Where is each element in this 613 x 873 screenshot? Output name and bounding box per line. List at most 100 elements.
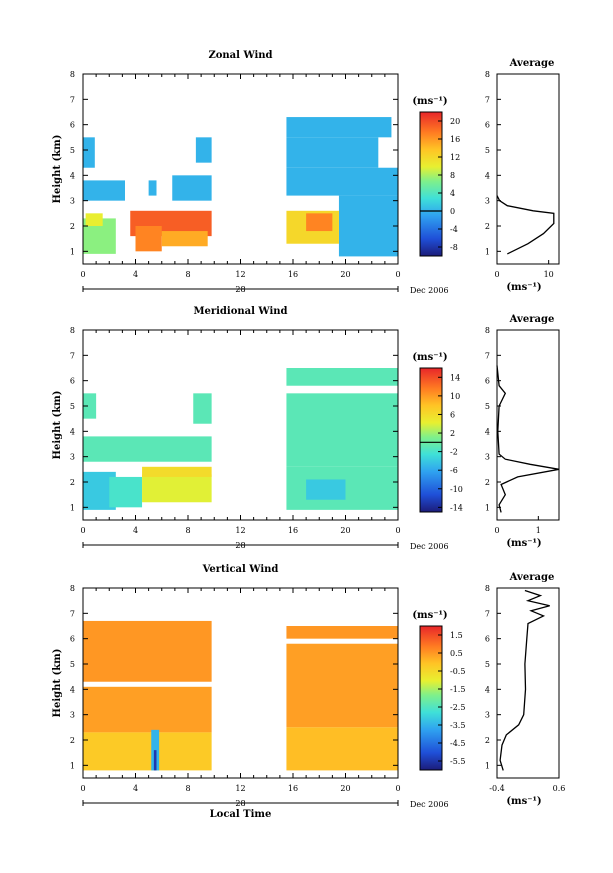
data-cell [83, 732, 212, 771]
data-cell [85, 213, 103, 226]
average-frame [496, 587, 560, 779]
x-tick-label: 20 [340, 784, 350, 793]
x-tick-label: 12 [235, 784, 245, 793]
data-field [83, 620, 398, 771]
data-cell [83, 686, 212, 733]
average-y-tick-label: 1 [485, 503, 490, 512]
colorbar-tick-label: -0.5 [450, 667, 465, 676]
colorbar-tick-label: -6 [450, 466, 458, 475]
average-x-label: (ms⁻¹) [506, 282, 541, 293]
y-tick-label: 1 [70, 761, 75, 770]
x-tick-label: 0 [395, 270, 400, 279]
x-tick-label: 0 [395, 526, 400, 535]
x-tick-label: 12 [235, 526, 245, 535]
average-title: Average [509, 572, 555, 583]
x-tick-label: 16 [288, 526, 298, 535]
date-label: Dec 2006 [410, 286, 449, 295]
y-tick-label: 6 [70, 377, 75, 386]
average-frame [496, 73, 560, 265]
panel-title: Meridional Wind [193, 306, 287, 317]
x-tick-label: 12 [235, 270, 245, 279]
day-label: 28 [235, 541, 245, 550]
y-tick-label: 2 [70, 222, 75, 231]
colorbar-tick-label: -4.5 [450, 739, 465, 748]
y-tick-label: 2 [70, 736, 75, 745]
date-label: Dec 2006 [410, 800, 449, 809]
x-tick-label: 0 [80, 526, 85, 535]
y-tick-label: 8 [70, 584, 75, 593]
y-tick-label: 8 [70, 70, 75, 79]
average-y-tick-label: 8 [485, 584, 490, 593]
colorbar-tick-label: 0.5 [450, 649, 463, 658]
colorbar-tick-label: -10 [450, 485, 463, 494]
data-cell [286, 727, 398, 771]
average-y-tick-label: 6 [485, 121, 490, 130]
y-tick-label: 7 [70, 609, 75, 618]
average-title: Average [509, 314, 555, 325]
y-axis-label: Height (km) [52, 649, 63, 718]
y-tick-label: 1 [70, 247, 75, 256]
x-tick-label: 8 [185, 270, 190, 279]
data-cell [172, 175, 212, 201]
y-axis-label: Height (km) [52, 135, 63, 204]
data-cell [142, 466, 212, 477]
average-y-tick-label: 1 [485, 761, 490, 770]
y-axis-label: Height (km) [52, 391, 63, 460]
average-y-tick-label: 6 [485, 635, 490, 644]
average-title: Average [509, 58, 555, 69]
data-cell [306, 479, 346, 500]
average-x-tick-label: 10 [544, 270, 554, 279]
y-tick-label: 4 [70, 171, 75, 180]
y-tick-label: 7 [70, 351, 75, 360]
colorbar [419, 625, 443, 771]
data-cell [161, 231, 208, 247]
colorbar-tick-label: 4 [450, 189, 455, 198]
data-cell [135, 226, 162, 252]
x-tick-label: 8 [185, 526, 190, 535]
x-axis-label: Local Time [210, 809, 272, 820]
data-cell [286, 117, 392, 138]
data-cell [109, 476, 143, 508]
average-x-tick-label: 0 [494, 526, 499, 535]
colorbar-tick-label: 0 [450, 207, 455, 216]
data-cell [153, 750, 157, 771]
y-tick-label: 6 [70, 635, 75, 644]
data-cell [286, 626, 398, 639]
colorbar-tick-label: 20 [450, 117, 460, 126]
average-y-tick-label: 5 [485, 402, 490, 411]
x-tick-label: 16 [288, 784, 298, 793]
y-tick-label: 3 [70, 711, 75, 720]
colorbar [419, 367, 443, 513]
x-tick-label: 20 [340, 526, 350, 535]
colorbar-tick-label: 10 [450, 392, 460, 401]
colorbar-label: (ms⁻¹) [412, 610, 447, 621]
colorbar-tick-label: 12 [450, 153, 460, 162]
y-tick-label: 2 [70, 478, 75, 487]
x-tick-label: 0 [395, 784, 400, 793]
colorbar-tick-label: 14 [450, 373, 460, 382]
y-tick-label: 6 [70, 121, 75, 130]
x-tick-label: 8 [185, 784, 190, 793]
colorbar [419, 111, 443, 257]
colorbar-tick-label: 2 [450, 429, 455, 438]
colorbar-tick-label: -1.5 [450, 685, 465, 694]
data-cell [286, 643, 398, 728]
average-y-tick-label: 2 [485, 736, 490, 745]
colorbar-tick-label: 16 [450, 135, 460, 144]
average-y-tick-label: 4 [485, 171, 490, 180]
data-cell [83, 180, 125, 201]
average-y-tick-label: 7 [485, 351, 490, 360]
average-y-tick-label: 7 [485, 95, 490, 104]
average-frame [496, 329, 560, 521]
y-tick-label: 3 [70, 453, 75, 462]
y-tick-label: 8 [70, 326, 75, 335]
data-cell [151, 729, 160, 771]
data-cell [286, 393, 398, 467]
average-x-tick-label: -0.4 [489, 784, 504, 793]
panel-title: Vertical Wind [202, 564, 279, 575]
panel-title: Zonal Wind [208, 50, 272, 61]
x-tick-label: 0 [80, 784, 85, 793]
colorbar-tick-label: 6 [450, 410, 455, 419]
